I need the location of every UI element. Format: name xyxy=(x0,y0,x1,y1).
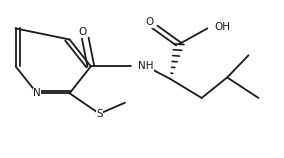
Text: O: O xyxy=(145,17,153,27)
Text: OH: OH xyxy=(214,22,230,32)
Text: O: O xyxy=(78,27,87,37)
Text: NH: NH xyxy=(138,61,153,71)
Text: N: N xyxy=(33,88,41,98)
Text: S: S xyxy=(96,109,103,119)
